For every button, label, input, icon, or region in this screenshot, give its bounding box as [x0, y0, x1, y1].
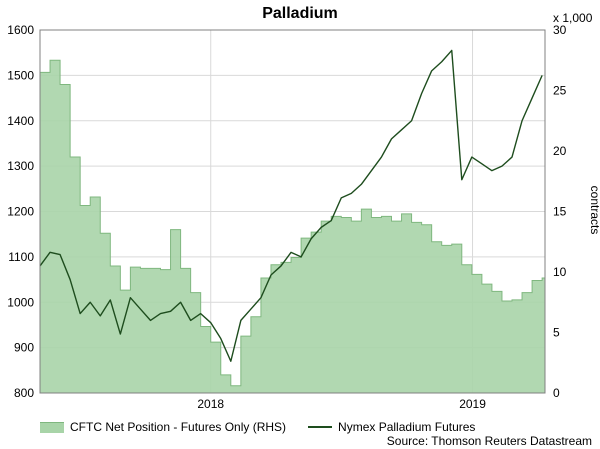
legend-swatch-line: [308, 426, 333, 428]
left-tick-label: 1600: [7, 23, 34, 37]
legend-item-palladium: Nymex Palladium Futures: [308, 420, 475, 434]
right-tick-label: 30: [553, 23, 567, 37]
legend-swatch-area: [40, 421, 64, 433]
left-tick-label: 1000: [7, 295, 34, 309]
legend-item-cftc: CFTC Net Position - Futures Only (RHS): [40, 420, 286, 434]
legend-label-cftc: CFTC Net Position - Futures Only (RHS): [70, 420, 287, 434]
palladium-series-line: [39, 49, 543, 362]
chart-title: Palladium: [262, 5, 338, 22]
palladium-line-path: [39, 49, 543, 362]
left-tick-label: 800: [14, 386, 34, 400]
axes: [39, 29, 546, 394]
right-tick-label: 5: [553, 326, 560, 340]
right-axis-unit-label: x 1,000: [553, 11, 593, 25]
left-tick-label: 1300: [7, 159, 34, 173]
axis-labels: 800 900 1000 1100 1200 1300 1400 1500 1600 0 5 10 15…: [7, 23, 566, 411]
source-note: Source: Thomson Reuters Datastream: [386, 434, 592, 448]
cftc-series-area: [39, 59, 546, 394]
cftc-area-path: [39, 59, 546, 394]
left-tick-label: 1100: [8, 250, 34, 264]
right-tick-label: 15: [553, 205, 567, 219]
plot-frame: [39, 29, 546, 394]
right-axis-label: contracts: [588, 186, 600, 235]
x-tick-label: 2019: [459, 397, 486, 411]
legend: CFTC Net Position - Futures Only (RHS) N…: [40, 420, 497, 434]
right-tick-label: 10: [553, 265, 567, 279]
right-tick-label: 20: [553, 144, 567, 158]
left-tick-label: 1400: [7, 114, 34, 128]
x-tick-label: 2018: [197, 397, 224, 411]
right-tick-label: 0: [553, 386, 560, 400]
left-tick-label: 900: [14, 341, 34, 355]
left-tick-label: 1500: [7, 68, 34, 82]
legend-label-palladium: Nymex Palladium Futures: [338, 420, 476, 434]
right-tick-label: 25: [553, 84, 567, 98]
left-tick-label: 1200: [7, 205, 34, 219]
